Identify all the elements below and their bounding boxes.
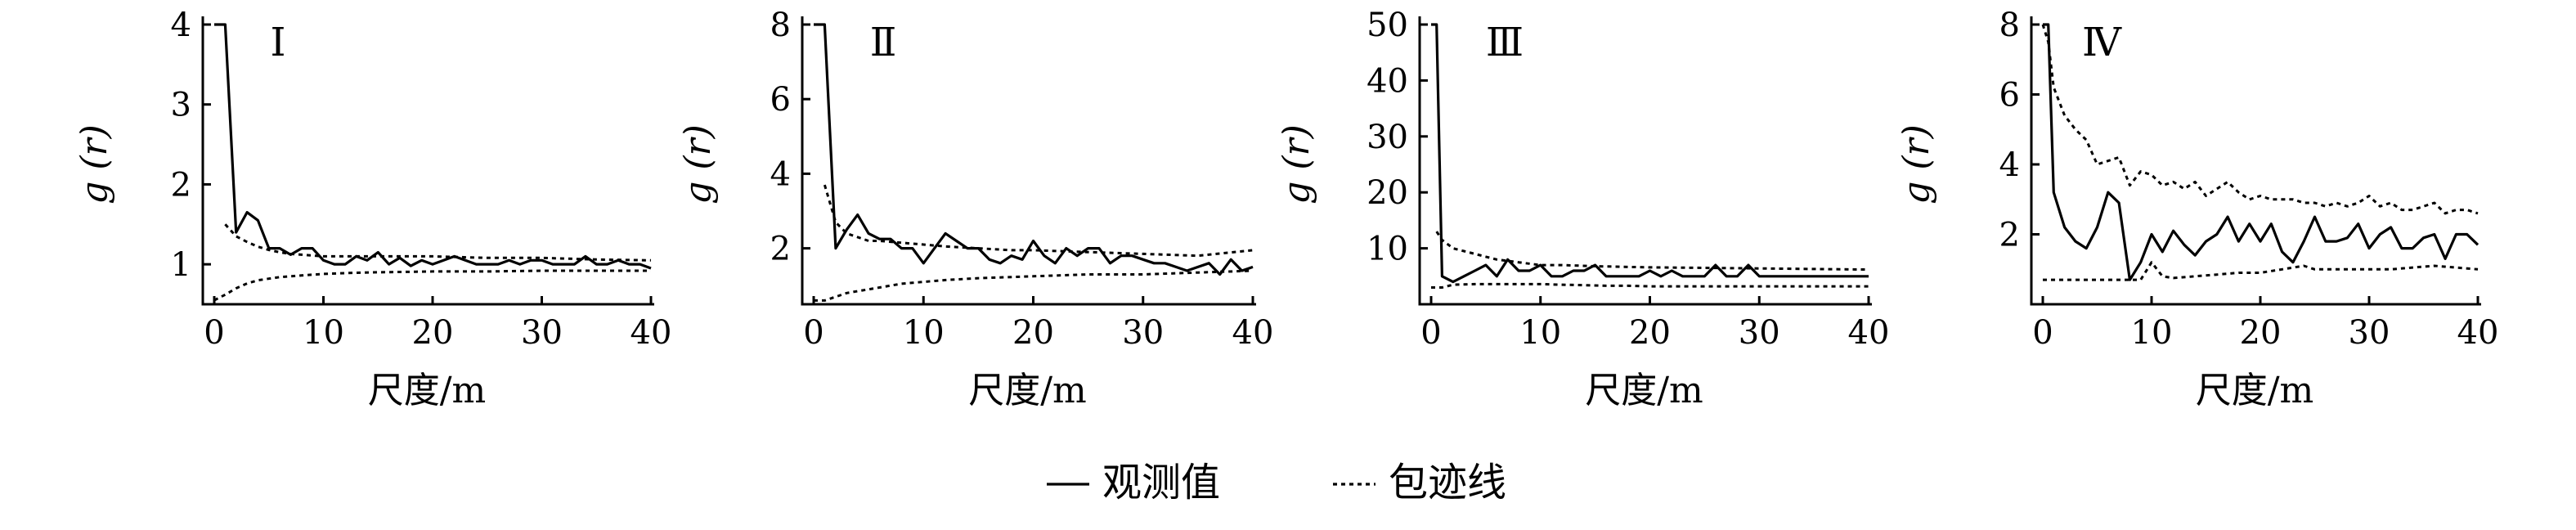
envelope-upper-line [823, 184, 1254, 258]
y-tick-label: 10 [1367, 231, 1408, 268]
x-tick-label: 10 [903, 314, 945, 352]
envelope-upper-line [1435, 231, 1869, 272]
envelope-lower-line [1431, 282, 1869, 289]
y-axis-label: g (r) [1276, 124, 1317, 204]
y-tick-label: 6 [1999, 77, 2020, 115]
y-tick-label: 1 [171, 246, 191, 284]
envelope-upper-line [2041, 24, 2479, 215]
x-tick-label: 10 [303, 314, 344, 352]
x-tick-label: 20 [412, 314, 454, 352]
x-tick-label: 40 [1232, 314, 1274, 352]
panel-title: Ⅳ [2082, 20, 2122, 65]
y-tick-label: 2 [1999, 217, 2020, 254]
x-tick-label: 40 [2457, 314, 2499, 352]
y-axis-label: g (r) [677, 124, 719, 204]
x-axis-label: 尺度/m [368, 370, 487, 411]
x-axis-label: 尺度/m [1585, 370, 1703, 411]
y-tick-label: 30 [1367, 119, 1408, 156]
envelope-lower-line [213, 269, 651, 302]
x-tick-label: 0 [204, 314, 224, 352]
observed-line [214, 23, 652, 270]
x-tick-label: 0 [803, 314, 824, 352]
observed-line [2043, 23, 2480, 281]
x-tick-label: 30 [1122, 314, 1164, 352]
x-axis-label: 尺度/m [2196, 370, 2314, 411]
chart-panel-2: 0 10 20 30 40 2 4 6 8 尺度/m g (r) Ⅱ [677, 7, 1273, 411]
x-tick-label: 10 [2131, 314, 2173, 352]
y-tick-label: 6 [770, 81, 791, 119]
x-tick-label: 10 [1519, 314, 1561, 352]
y-tick-label: 4 [1999, 146, 2020, 184]
y-tick-label: 40 [1367, 62, 1408, 100]
y-tick-label: 2 [770, 231, 791, 268]
chart-panel-4: 0 10 20 30 40 2 4 6 8 尺度/m g (r) Ⅳ [1896, 7, 2498, 411]
observed-line [1431, 23, 1869, 284]
chart-panel-3: 0 10 20 30 40 10 20 30 40 50 尺度/m g (r) Ⅲ [1276, 7, 1889, 411]
x-tick-label: 20 [1012, 314, 1054, 352]
y-tick-label: 4 [171, 7, 191, 44]
y-tick-label: 2 [171, 166, 191, 204]
x-tick-label: 30 [1739, 314, 1780, 352]
y-tick-label: 8 [1999, 7, 2020, 44]
y-axis-label: g (r) [74, 124, 115, 204]
envelope-lower-line [814, 269, 1254, 302]
x-tick-label: 0 [2032, 314, 2053, 352]
legend-label-envelope: 包迹线 [1389, 460, 1506, 505]
y-tick-label: 4 [770, 155, 791, 193]
x-tick-label: 30 [521, 314, 563, 352]
legend: 观测值 包迹线 [1047, 460, 1506, 505]
panel-title: Ⅲ [1486, 20, 1524, 65]
panel-title: Ⅱ [870, 20, 897, 65]
y-axis-label: g (r) [1896, 124, 1937, 204]
panel-title: Ⅰ [271, 20, 286, 65]
axis-lines [801, 16, 1256, 306]
y-tick-label: 50 [1367, 7, 1408, 44]
axis-lines [201, 16, 654, 306]
envelope-upper-line [224, 223, 652, 262]
x-tick-label: 20 [1629, 314, 1671, 352]
x-tick-label: 40 [631, 314, 672, 352]
axis-lines [2030, 16, 2481, 306]
observed-line [814, 23, 1254, 276]
x-tick-label: 20 [2240, 314, 2282, 352]
x-axis-label: 尺度/m [968, 370, 1087, 411]
chart-panel-1: 0 10 20 30 40 1 2 3 4 尺度/m g (r) Ⅰ [74, 7, 671, 411]
axis-lines [1418, 16, 1872, 306]
x-tick-label: 30 [2349, 314, 2390, 352]
x-tick-label: 0 [1420, 314, 1441, 352]
y-tick-label: 8 [770, 7, 791, 44]
envelope-lower-line [2043, 261, 2479, 281]
x-tick-label: 40 [1848, 314, 1890, 352]
y-tick-label: 3 [171, 87, 191, 124]
y-tick-label: 20 [1367, 174, 1408, 212]
legend-label-observed: 观测值 [1102, 460, 1220, 505]
